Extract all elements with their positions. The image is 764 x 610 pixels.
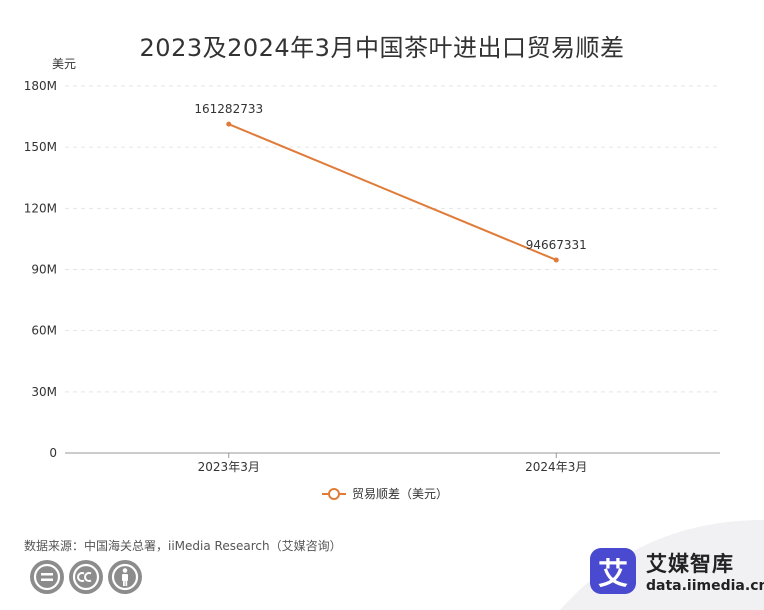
y-tick-label-0: 0 bbox=[49, 446, 57, 460]
y-tick-labels: 0 30M 60M 90M 120M 150M 180M bbox=[24, 79, 57, 460]
y-tick-label-1: 30M bbox=[31, 385, 57, 399]
y-tick-label-3: 90M bbox=[31, 263, 57, 277]
x-tick-labels: 2023年3月 2024年3月 bbox=[198, 453, 587, 474]
y-tick-label-5: 150M bbox=[24, 140, 57, 154]
cc-cc-icon bbox=[69, 560, 103, 594]
data-point-0 bbox=[226, 121, 232, 127]
y-tick-label-4: 120M bbox=[24, 201, 57, 215]
series-line: 161282733 94667331 bbox=[194, 102, 587, 263]
data-point-1 bbox=[553, 257, 559, 263]
brand-logo: 艾 bbox=[590, 548, 636, 594]
legend-label: 贸易顺差（美元） bbox=[352, 487, 448, 501]
chart-title: 2023及2024年3月中国茶叶进出口贸易顺差 bbox=[139, 34, 625, 62]
y-axis-unit-label: 美元 bbox=[52, 57, 76, 71]
cc-equal-icon bbox=[30, 560, 64, 594]
series-line-0 bbox=[228, 123, 557, 261]
brand-url: data.iimedia.cn bbox=[646, 578, 764, 594]
data-source-note: 数据来源：中国海关总署，iiMedia Research（艾媒咨询） bbox=[24, 539, 342, 553]
legend-marker bbox=[328, 488, 340, 500]
data-label-1: 94667331 bbox=[526, 238, 587, 252]
cc-person-icon bbox=[108, 560, 142, 594]
x-tick-label-0: 2023年3月 bbox=[198, 460, 260, 474]
brand-name: 艾媒智库 bbox=[646, 552, 734, 576]
chart: 0 30M 60M 90M 120M 150M 180M 美元 2023年3月 2024年3月… bbox=[24, 57, 720, 501]
y-tick-label-6: 180M bbox=[24, 79, 57, 93]
y-tick-label-2: 60M bbox=[31, 324, 57, 338]
data-label-0: 161282733 bbox=[194, 102, 263, 116]
brand-block: 艾 艾媒智库 data.iimedia.cn bbox=[590, 548, 764, 594]
x-tick-label-1: 2024年3月 bbox=[525, 460, 587, 474]
license-icons bbox=[30, 560, 142, 594]
grid-lines bbox=[65, 85, 720, 393]
legend: 贸易顺差（美元） bbox=[322, 487, 448, 501]
